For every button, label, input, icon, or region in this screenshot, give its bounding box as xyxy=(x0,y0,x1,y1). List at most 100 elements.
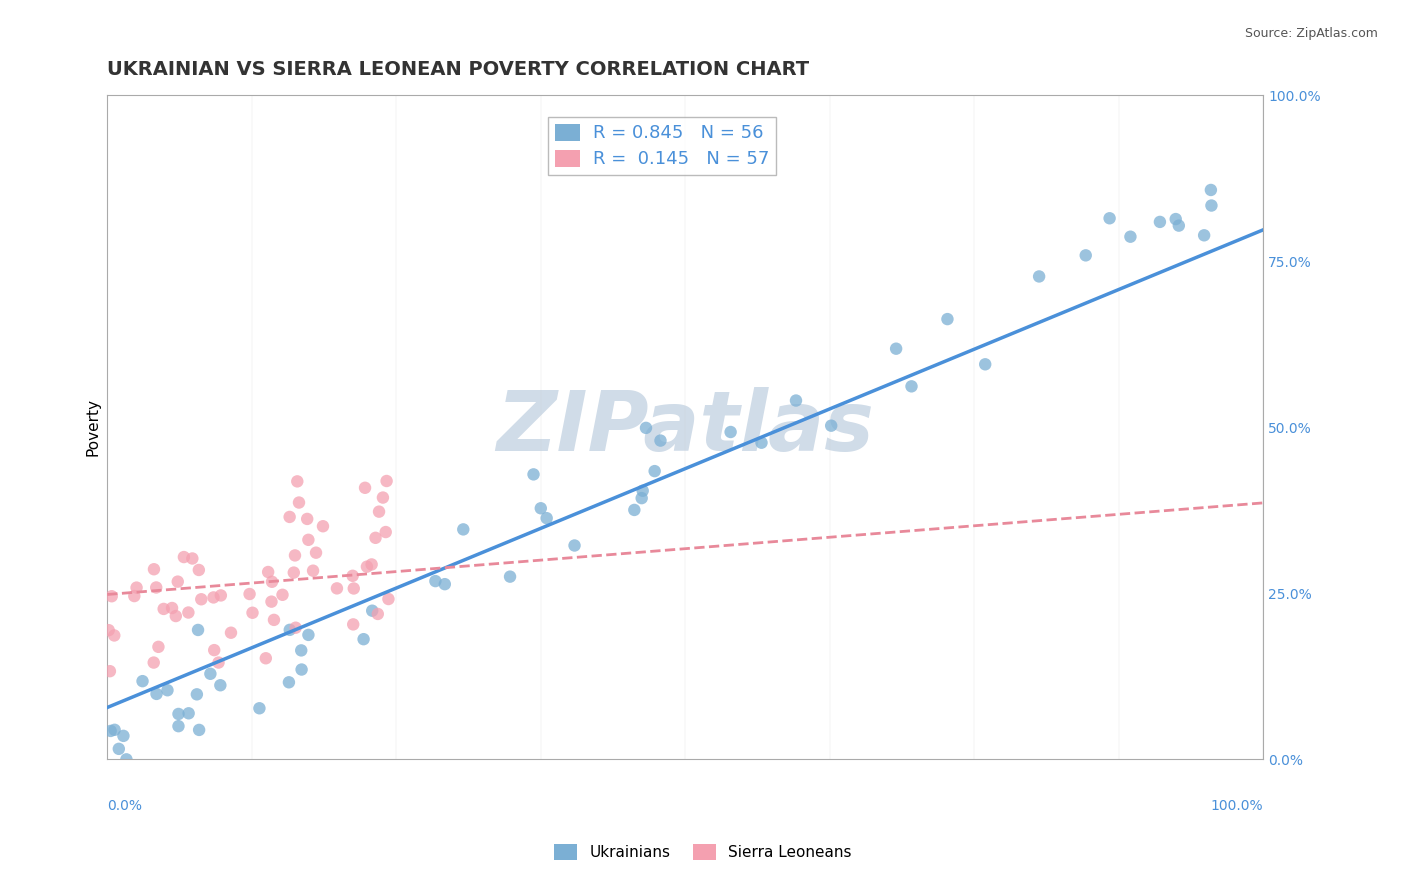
Point xyxy=(1028,269,1050,284)
Point xyxy=(377,592,399,607)
Point xyxy=(98,664,121,678)
Point xyxy=(354,481,377,495)
Point xyxy=(202,643,225,657)
Point xyxy=(288,495,311,509)
Point xyxy=(564,539,586,553)
Point xyxy=(125,581,148,595)
Point xyxy=(207,656,229,670)
Point xyxy=(257,565,280,579)
Point xyxy=(1192,228,1215,243)
Point xyxy=(190,592,212,607)
Point xyxy=(167,706,190,721)
Point xyxy=(291,663,314,677)
Text: ZIPatlas: ZIPatlas xyxy=(496,387,875,468)
Point xyxy=(297,628,319,642)
Point xyxy=(360,558,382,572)
Point xyxy=(1201,198,1223,212)
Text: UKRAINIAN VS SIERRA LEONEAN POVERTY CORRELATION CHART: UKRAINIAN VS SIERRA LEONEAN POVERTY CORR… xyxy=(107,60,810,78)
Point xyxy=(353,632,375,647)
Point xyxy=(187,623,209,637)
Point xyxy=(283,566,305,580)
Point xyxy=(361,604,384,618)
Point xyxy=(936,312,959,326)
Point xyxy=(900,379,922,393)
Point xyxy=(631,483,654,498)
Y-axis label: Poverty: Poverty xyxy=(86,399,100,457)
Point xyxy=(104,723,127,737)
Point xyxy=(254,651,277,665)
Point xyxy=(277,675,299,690)
Point xyxy=(367,607,389,621)
Point xyxy=(202,591,225,605)
Point xyxy=(425,574,447,588)
Point xyxy=(1167,219,1189,233)
Point xyxy=(295,512,318,526)
Point xyxy=(148,640,170,654)
Point xyxy=(260,594,283,608)
Point xyxy=(453,522,475,536)
Point xyxy=(326,582,349,596)
Point xyxy=(142,562,165,576)
Point xyxy=(720,425,742,439)
Point xyxy=(108,742,131,756)
Point xyxy=(100,589,122,603)
Point xyxy=(536,511,558,525)
Text: Source: ZipAtlas.com: Source: ZipAtlas.com xyxy=(1244,27,1378,40)
Point xyxy=(131,674,153,689)
Point xyxy=(177,606,200,620)
Point xyxy=(165,609,187,624)
Point xyxy=(1098,211,1121,226)
Point xyxy=(145,581,167,595)
Text: 100.0%: 100.0% xyxy=(1211,799,1263,814)
Point xyxy=(160,601,183,615)
Point xyxy=(433,577,456,591)
Point xyxy=(181,551,204,566)
Point xyxy=(974,357,997,371)
Point xyxy=(530,501,553,516)
Point xyxy=(145,687,167,701)
Point xyxy=(820,418,842,433)
Point xyxy=(364,531,387,545)
Point xyxy=(103,628,125,642)
Point xyxy=(278,510,301,524)
Point xyxy=(97,623,120,637)
Point xyxy=(375,474,398,488)
Legend: Ukrainians, Sierra Leoneans: Ukrainians, Sierra Leoneans xyxy=(548,838,858,866)
Point xyxy=(371,491,394,505)
Point xyxy=(342,617,364,632)
Point xyxy=(356,559,378,574)
Point xyxy=(187,563,209,577)
Point xyxy=(115,752,138,766)
Point xyxy=(188,723,211,737)
Point xyxy=(312,519,335,533)
Point xyxy=(342,569,364,583)
Point xyxy=(623,503,645,517)
Legend: R = 0.845   N = 56, R =  0.145   N = 57: R = 0.845 N = 56, R = 0.145 N = 57 xyxy=(548,117,776,175)
Point xyxy=(271,588,294,602)
Point xyxy=(634,421,657,435)
Point xyxy=(343,582,366,596)
Point xyxy=(650,434,672,448)
Point xyxy=(1149,215,1171,229)
Point xyxy=(522,467,544,482)
Point xyxy=(284,621,307,635)
Point xyxy=(285,475,308,489)
Point xyxy=(884,342,907,356)
Point xyxy=(751,435,773,450)
Point xyxy=(177,706,200,721)
Point xyxy=(239,587,262,601)
Point xyxy=(1074,248,1097,262)
Point xyxy=(142,656,165,670)
Point xyxy=(644,464,666,478)
Point xyxy=(284,549,307,563)
Point xyxy=(260,574,283,589)
Point xyxy=(249,701,271,715)
Point xyxy=(499,569,522,583)
Point xyxy=(209,589,232,603)
Point xyxy=(173,550,195,565)
Point xyxy=(166,574,188,589)
Point xyxy=(1164,212,1187,227)
Point xyxy=(278,623,301,637)
Point xyxy=(368,505,391,519)
Point xyxy=(297,533,319,547)
